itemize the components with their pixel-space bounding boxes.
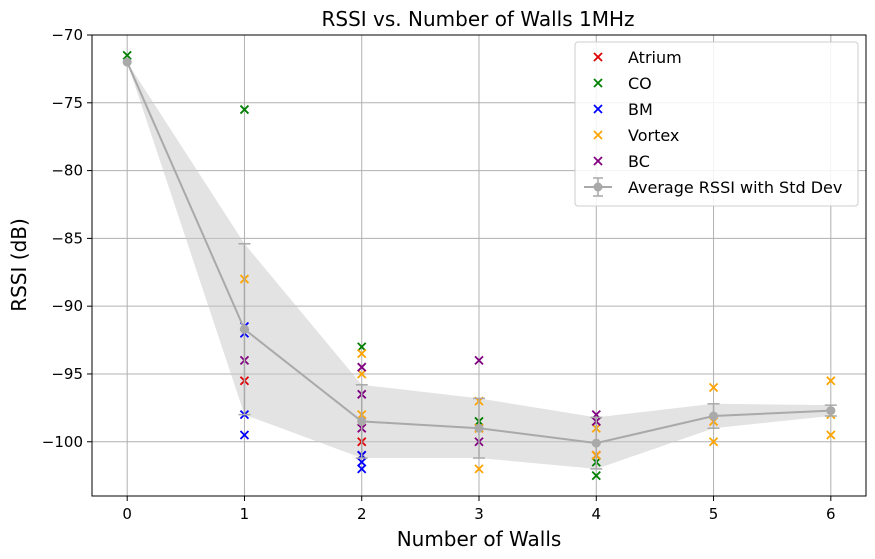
marker-stroke [357,348,367,359]
average-marker [591,438,601,448]
point-vortex [357,369,367,379]
legend-box [574,41,859,207]
marker-stroke [357,362,367,372]
point-vortex [357,348,367,359]
marker-stroke [357,342,367,352]
average-marker [122,57,132,67]
legend-marker-co [593,78,603,88]
legend-marker-bc [593,156,603,166]
point-bm [357,464,367,474]
point-vortex [708,437,719,447]
legend-label-bc: BC [628,152,650,171]
marker-stroke [239,430,250,440]
x-tick-label: 3 [474,505,484,523]
average-marker [826,406,836,416]
point-bc [474,355,484,366]
legend-marker-bm [593,104,603,114]
average-marker [239,324,249,334]
point-bm [239,430,250,440]
point-vortex [474,464,484,474]
average-series [122,57,837,470]
marker-stroke [593,104,603,114]
legend-marker-average [593,182,603,192]
x-tick-label: 6 [826,505,836,523]
x-tick-label: 0 [122,505,132,523]
point-vortex [708,382,719,393]
marker-stroke [474,464,484,474]
marker-stroke [591,471,601,481]
x-tick-label: 4 [591,505,601,523]
legend-marker-vortex [593,130,603,140]
legend: Atrium CO BM Vortex BC Average RSSI with Std … [574,41,859,207]
point-vortex [826,430,836,440]
y-tick-label: −100 [42,433,83,451]
point-bc [357,362,367,372]
marker-stroke [357,369,367,379]
y-tick-label: −80 [51,162,83,180]
average-marker [709,411,719,421]
marker-stroke [593,156,603,166]
x-tick-label: 5 [709,505,719,523]
marker-stroke [708,437,719,447]
std-dev-area [127,62,831,469]
marker-stroke [826,430,836,440]
point-co [239,104,250,115]
legend-marker-atrium [593,52,603,62]
marker-stroke [593,130,603,140]
y-tick-label: −85 [51,229,83,247]
legend-label-co: CO [628,74,652,93]
y-tick-label: −90 [51,297,83,315]
marker-stroke [708,382,719,393]
y-axis-label: RSSI (dB) [7,218,31,312]
x-tick-label: 2 [357,505,367,523]
legend-label-average: Average RSSI with Std Dev [628,178,842,197]
chart-title: RSSI vs. Number of Walls 1MHz [321,7,634,31]
marker-stroke [357,464,367,474]
legend-label-vortex: Vortex [628,126,679,145]
std-dev-band [127,62,831,469]
legend-label-bm: BM [628,100,653,119]
point-co [591,471,601,481]
point-co [122,50,132,60]
y-tick-label: −70 [51,26,83,44]
legend-label-atrium: Atrium [628,48,682,67]
x-axis-ticks: 0 1 2 3 4 5 6 [122,496,836,523]
marker-stroke [593,52,603,62]
x-axis-label: Number of Walls [397,527,562,551]
y-axis-ticks: −70 −75 −80 −85 −90 −95 −100 [42,26,92,451]
x-tick-label: 1 [240,505,250,523]
point-vortex [826,376,836,386]
y-tick-label: −75 [51,94,83,112]
y-tick-label: −95 [51,365,83,383]
point-co [357,342,367,352]
marker-stroke [826,376,836,386]
marker-stroke [357,457,367,467]
marker-stroke [122,50,132,60]
marker-stroke [474,355,484,366]
marker-stroke [593,78,603,88]
marker-stroke [239,104,250,115]
average-marker [357,416,367,426]
average-marker [474,423,484,433]
point-bm [357,457,367,467]
